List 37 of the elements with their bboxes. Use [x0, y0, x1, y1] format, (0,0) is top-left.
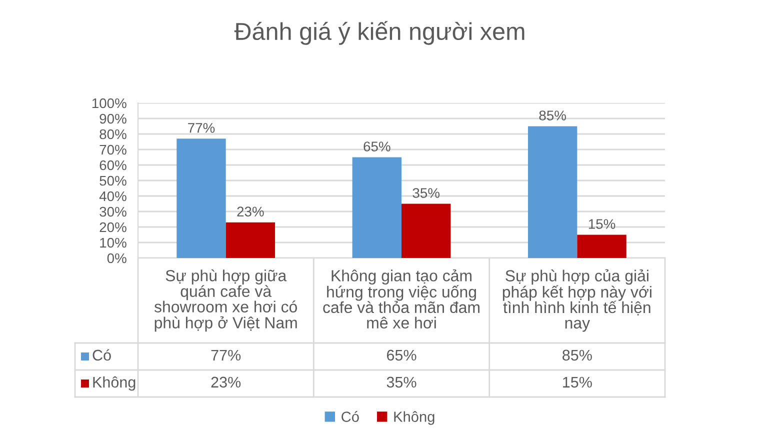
- x-tick-label: Không gian tạo cảm hứng trong việc uống cafe và thỏa mãn đam mê xe hơi: [323, 269, 480, 329]
- bar: [577, 234, 626, 258]
- y-tick-label: 50%: [100, 176, 126, 186]
- bar: [226, 222, 276, 258]
- bar: [528, 126, 578, 258]
- text: 23%: [237, 206, 264, 217]
- text: Có: [342, 411, 359, 422]
- y-tick-label: 100%: [92, 98, 126, 108]
- data-label: 65%: [386, 350, 416, 361]
- x-tick-label: Sự phù hợp giữa quán cafe và showroom xe hơi có phù hợp ở Việt Nam: [154, 269, 297, 332]
- data-label: 85%: [562, 350, 592, 361]
- text: 65%: [364, 142, 390, 152]
- data-label: 15%: [563, 376, 592, 388]
- text: 77%: [188, 123, 215, 133]
- data-label: 35%: [386, 376, 416, 388]
- y-tick-label: 70%: [100, 144, 126, 155]
- chart-title: Đánh giá ý kiến người xem: [234, 21, 524, 45]
- text: Không: [394, 411, 434, 425]
- bar: [402, 204, 451, 258]
- y-tick-label: 10%: [100, 238, 126, 248]
- legend-label: Có: [92, 349, 111, 361]
- text: 15%: [588, 219, 616, 229]
- y-tick-label: 60%: [100, 160, 126, 170]
- y-tick-label: 20%: [100, 222, 126, 232]
- legend-label: Không: [93, 376, 136, 391]
- x-tick-label: Sự phù hợp của giải pháp kết hợp này với tình hình kinh tế hiện nay: [502, 269, 652, 332]
- text: 85%: [539, 110, 566, 120]
- text: 35%: [412, 188, 440, 198]
- y-tick-label: 40%: [99, 191, 126, 202]
- bar: [176, 138, 226, 258]
- data-label: 77%: [211, 350, 241, 361]
- y-tick-label: 0%: [107, 253, 126, 264]
- y-tick-label: 90%: [100, 114, 126, 124]
- data-label: 23%: [211, 376, 241, 388]
- bar: [352, 157, 402, 258]
- y-tick-label: 80%: [100, 129, 126, 140]
- y-tick-label: 30%: [100, 206, 126, 217]
